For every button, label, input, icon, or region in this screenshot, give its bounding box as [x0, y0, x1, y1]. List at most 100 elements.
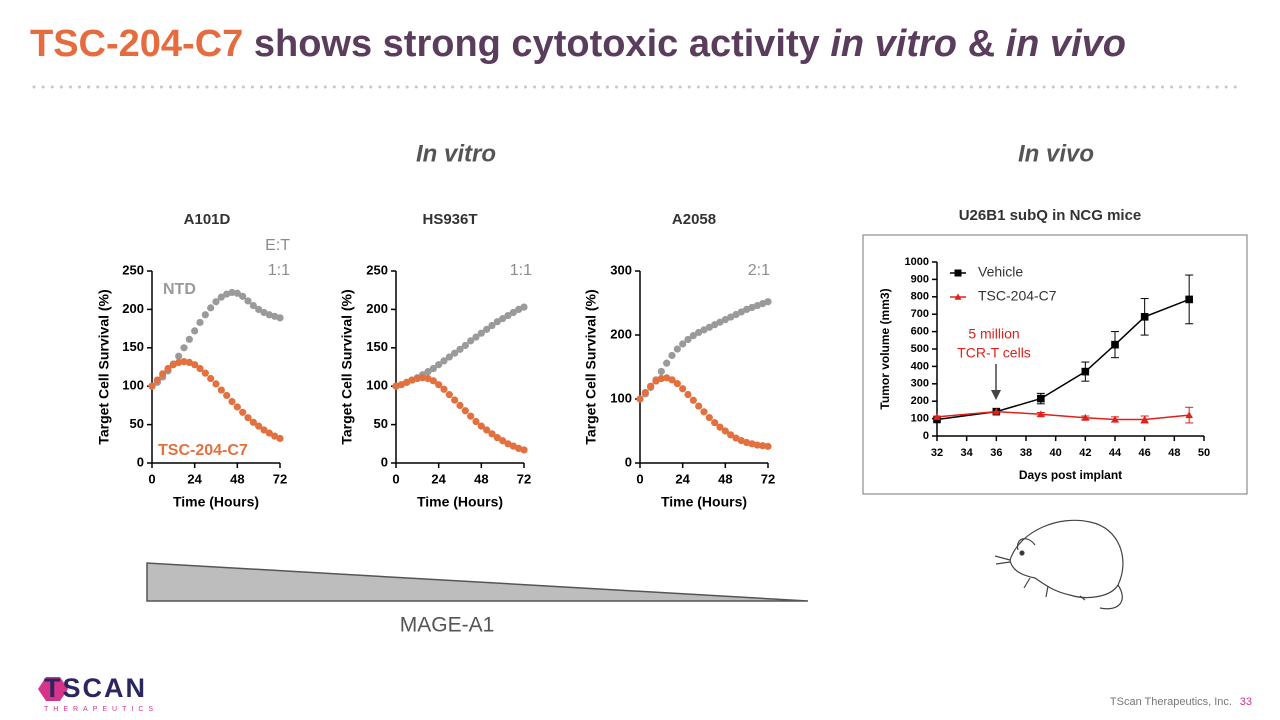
annotation: 1:1 [268, 262, 290, 279]
data-point [1111, 340, 1119, 349]
data-point [217, 386, 225, 394]
x-axis-label: Time (Hours) [661, 494, 747, 510]
annotation: 2:1 [748, 262, 770, 279]
data-point [657, 374, 665, 383]
series-label: TSC-204-C7 [158, 442, 248, 459]
data-point [727, 313, 735, 321]
annotation: E:T [265, 237, 290, 254]
data-point [175, 352, 183, 360]
data-point [711, 321, 719, 329]
y-tick-label: 0 [137, 454, 144, 469]
x-tick-label: 24 [431, 471, 446, 486]
x-tick-label: 32 [931, 447, 943, 459]
y-tick-label: 50 [130, 416, 144, 431]
data-point [657, 367, 665, 376]
title-part: in vivo [1006, 23, 1126, 65]
data-point [451, 396, 459, 404]
data-point [217, 293, 225, 301]
data-point [732, 310, 740, 319]
logo-subtitle: THERAPEUTICS [44, 706, 158, 713]
gradient-label: MAGE-A1 [400, 614, 495, 637]
data-point [705, 413, 713, 422]
data-point [196, 318, 204, 327]
section-label: In vitro [416, 140, 496, 167]
y-tick-label: 300 [610, 262, 632, 277]
data-point [732, 434, 740, 442]
x-tick-label: 48 [474, 471, 488, 486]
arrow-head [991, 390, 1001, 400]
legend-label: Vehicle [978, 264, 1023, 280]
data-point [483, 426, 491, 434]
data-point [467, 412, 475, 420]
x-tick-label: 24 [675, 471, 690, 486]
data-point [493, 318, 501, 326]
y-tick-label: 250 [122, 262, 144, 277]
series-line [936, 410, 1190, 421]
data-point [477, 422, 485, 430]
data-point [711, 419, 719, 427]
logo-name: TSCAN [44, 673, 147, 703]
y-tick-label: 900 [911, 273, 929, 285]
data-point [673, 380, 681, 388]
data-point [276, 314, 284, 322]
data-point [499, 315, 507, 323]
data-point [1037, 394, 1045, 403]
data-point [673, 345, 681, 353]
y-axis-label: Target Cell Survival (%) [96, 289, 112, 444]
y-axis-label: Target Cell Survival (%) [339, 289, 355, 444]
data-point [456, 401, 464, 409]
data-point [483, 325, 491, 333]
data-point [488, 321, 496, 330]
data-point [228, 288, 236, 297]
legend-marker [954, 269, 962, 277]
section-label: In vivo [1018, 140, 1094, 167]
data-point [684, 335, 692, 344]
data-point [689, 332, 697, 340]
y-tick-label: 0 [625, 454, 632, 469]
data-point [472, 417, 480, 426]
data-point [255, 305, 263, 313]
data-point [1081, 413, 1090, 421]
data-point [1037, 410, 1045, 418]
x-tick-label: 48 [718, 471, 732, 486]
data-point [153, 376, 161, 384]
data-point [1111, 415, 1119, 423]
y-axis-label: Tumor volume (mm3) [878, 288, 892, 409]
data-point [451, 349, 459, 357]
data-point [700, 326, 708, 334]
data-point [504, 311, 512, 320]
data-point [159, 370, 167, 378]
data-point [424, 368, 432, 376]
title-part: shows strong cytotoxic activity [254, 23, 820, 65]
annotation: TCR-T cells [957, 345, 1031, 361]
data-point [456, 345, 464, 353]
x-tick-label: 0 [636, 471, 643, 486]
chart-title: A101D [184, 211, 231, 228]
data-point [700, 408, 708, 416]
legend-label: TSC-204-C7 [978, 288, 1057, 304]
logo-mark [38, 677, 68, 701]
y-tick-label: 300 [911, 378, 929, 390]
data-point [191, 361, 199, 369]
x-axis-label: Time (Hours) [173, 494, 259, 510]
data-point [716, 423, 724, 431]
data-point [260, 426, 268, 434]
y-tick-label: 100 [366, 378, 388, 393]
x-tick-label: 48 [1168, 447, 1180, 459]
data-point [239, 292, 247, 300]
x-tick-label: 46 [1139, 447, 1151, 459]
chart-title: A2058 [672, 211, 716, 228]
data-point [992, 407, 1001, 415]
x-tick-label: 72 [517, 471, 531, 486]
x-tick-label: 72 [761, 471, 775, 486]
y-tick-label: 100 [610, 390, 632, 405]
y-tick-label: 150 [366, 339, 388, 354]
data-point [467, 337, 475, 345]
mouse-drawing [994, 519, 1124, 610]
data-point [233, 403, 241, 411]
data-point [689, 396, 697, 404]
data-point [716, 318, 724, 326]
chart-frame [862, 234, 1248, 495]
data-point [705, 323, 713, 331]
x-tick-label: 48 [230, 471, 244, 486]
